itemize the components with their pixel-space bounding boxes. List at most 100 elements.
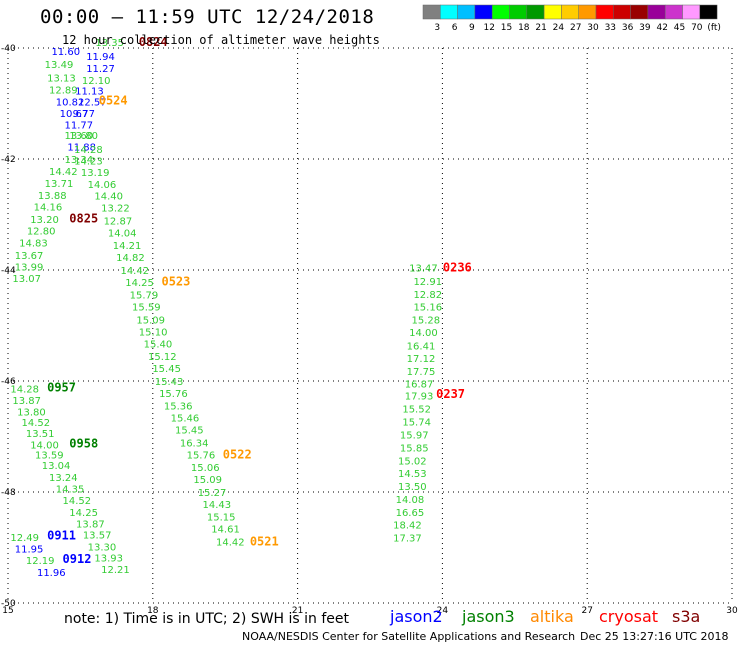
wave-height-label: 14.42 — [120, 266, 149, 277]
wave-height-label: 13.50 — [398, 482, 427, 493]
credit-text: NOAA/NESDIS Center for Satellite Applica… — [242, 630, 576, 643]
colorbar-swatch — [630, 4, 649, 20]
wave-height-label: 13.57 — [83, 531, 112, 542]
y-tick-label: -50 — [1, 599, 16, 609]
wave-height-label: 15.97 — [400, 431, 429, 442]
pass-time-label: 0237 — [436, 387, 465, 401]
wave-height-label: 13.59 — [35, 451, 64, 462]
wave-height-label: 12.80 — [27, 226, 56, 237]
colorbar-label: 42 — [656, 23, 667, 33]
pass-time-label: 0521 — [250, 534, 279, 548]
pass-time-label: 0236 — [443, 261, 472, 275]
y-tick-label: -42 — [1, 155, 16, 165]
wave-height-label: 13.35 — [95, 38, 124, 49]
wave-height-label: 10.82 — [56, 98, 85, 109]
chart-title: 00:00 – 11:59 UTC 12/24/2018 — [40, 6, 375, 28]
grid — [7, 47, 733, 604]
wave-height-label: 16.65 — [396, 508, 425, 519]
wave-height-label: 11.13 — [75, 87, 104, 98]
wave-height-label: 14.52 — [63, 496, 92, 507]
legend-cryosat: cryosat — [599, 607, 659, 626]
colorbar-swatch — [509, 4, 528, 20]
wave-height-label: 14.42 — [49, 167, 78, 178]
wave-height-label: 15.15 — [207, 512, 236, 523]
wave-height-label: 14.23 — [74, 157, 103, 168]
legend-altika: altika — [530, 607, 574, 626]
wave-height-label: 13.87 — [76, 520, 105, 531]
x-tick-label: 15 — [2, 606, 13, 616]
colorbar-swatch — [474, 4, 493, 20]
wave-height-label: 15.45 — [152, 364, 181, 375]
wave-height-label: 14.25 — [69, 508, 98, 519]
x-tick-label: 21 — [292, 606, 303, 616]
colorbar-swatch — [491, 4, 510, 20]
y-tick-label: -40 — [1, 44, 16, 54]
wave-height-label: 11.88 — [67, 143, 96, 154]
wave-height-label: 13.88 — [38, 191, 67, 202]
colorbar-label: 18 — [518, 23, 530, 33]
wave-height-label: 18.42 — [393, 521, 422, 532]
colorbar-label: 70 — [691, 23, 703, 33]
wave-height-label: 14.52 — [22, 418, 51, 429]
wave-height-label: 14.16 — [34, 203, 63, 214]
wave-height-label: 14.40 — [94, 192, 123, 203]
wave-height-label: 15.46 — [171, 414, 200, 425]
x-tick-label: 24 — [437, 606, 449, 616]
wave-height-label: 14.21 — [113, 241, 142, 252]
wave-height-label: 14.28 — [74, 145, 103, 156]
wave-height-label: 15.27 — [198, 488, 227, 499]
x-tick-label: 18 — [147, 606, 159, 616]
colorbar-label: (ft) — [707, 23, 721, 33]
wave-height-label: 13.13 — [47, 73, 76, 84]
wave-height-label: 12.91 — [413, 277, 442, 288]
wave-height-label: 14.83 — [19, 239, 48, 250]
timestamp-text: Dec 25 13:27:16 UTC 2018 — [580, 630, 729, 643]
wave-height-label: 15.74 — [402, 417, 431, 428]
colorbar-swatch — [578, 4, 597, 20]
wave-height-label: 16.41 — [407, 341, 436, 352]
wave-height-label: 14.35 — [56, 485, 85, 496]
wave-height-label: 13.34 — [64, 155, 93, 166]
wave-height-label: 17.93 — [405, 391, 434, 402]
wave-height-label: 14.43 — [203, 500, 232, 511]
wave-height-label: 13.87 — [12, 396, 41, 407]
colorbar-swatch — [543, 4, 562, 20]
wave-height-label: 16.34 — [180, 438, 209, 449]
wave-height-label: 11.95 — [15, 544, 44, 555]
colorbar-swatch — [440, 4, 458, 20]
wave-height-label: 15.59 — [132, 303, 161, 314]
wave-height-label: 13.71 — [45, 179, 74, 190]
wave-height-label: 15.52 — [402, 405, 431, 416]
colorbar-label: 30 — [587, 23, 599, 33]
wave-height-label: 14.04 — [108, 229, 137, 240]
wave-height-label: 15.02 — [398, 456, 427, 467]
wave-height-label: 14.82 — [116, 253, 145, 264]
colorbar-swatch — [457, 4, 476, 20]
colorbar-label: 21 — [535, 23, 546, 33]
colorbar-swatch — [526, 4, 545, 20]
wave-height-label: 9.77 — [73, 109, 95, 120]
colorbar-label: 6 — [452, 23, 458, 33]
colorbar-label: 36 — [622, 23, 634, 33]
wave-height-label: 14.25 — [125, 278, 154, 289]
wave-height-label: 13.47 — [409, 264, 438, 275]
wave-height-label: 15.79 — [130, 290, 159, 301]
wave-height-label: 15.09 — [193, 475, 222, 486]
wave-height-label: 13.80 — [17, 407, 46, 418]
wave-height-label: 13.22 — [101, 204, 130, 215]
colorbar-swatch — [561, 4, 579, 20]
wave-height-label: 12.82 — [413, 290, 442, 301]
wave-height-label: 14.28 — [10, 385, 39, 396]
pass-time-label: 0522 — [223, 448, 252, 462]
colorbar-label: 15 — [501, 23, 512, 33]
colorbar-label: 9 — [469, 23, 475, 33]
wave-height-label: 11.77 — [64, 120, 93, 131]
wave-height-label: 13.99 — [15, 263, 44, 274]
wave-height-label: 11.94 — [86, 52, 115, 63]
colorbar-label: 24 — [553, 23, 565, 33]
wave-height-label: 13.30 — [88, 542, 117, 553]
colorbar-swatch — [422, 4, 441, 20]
pass-time-label: 0912 — [63, 552, 92, 566]
wave-height-label: 14.00 — [409, 328, 438, 339]
